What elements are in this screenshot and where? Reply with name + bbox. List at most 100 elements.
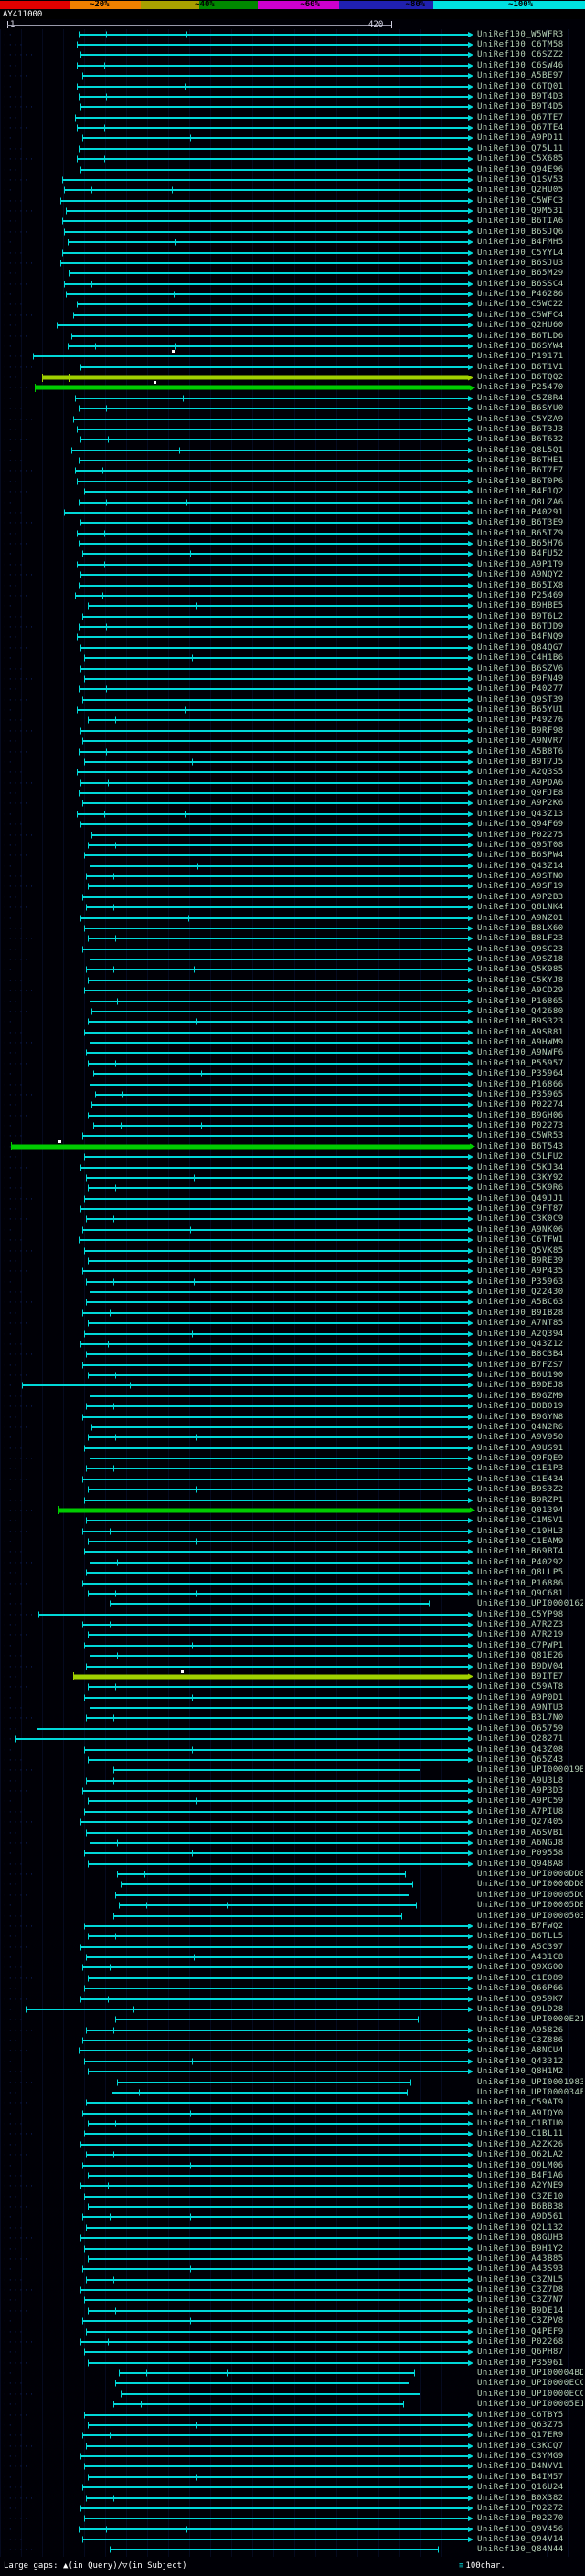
hit-bar[interactable] bbox=[82, 1580, 473, 1587]
hit-row[interactable]: ···· UniRef100_C6TFW1 bbox=[0, 1235, 585, 1246]
hit-row[interactable]: ···· UniRef100_A9NTU3 bbox=[0, 1702, 585, 1712]
hit-label[interactable]: UniRef100_Q5VK85 bbox=[477, 1246, 564, 1256]
hit-label[interactable]: UniRef100_A9P2B3 bbox=[477, 892, 564, 902]
hit-bar[interactable] bbox=[75, 467, 473, 474]
hit-bar[interactable] bbox=[86, 1049, 473, 1056]
hit-label[interactable]: UniRef100_A9NTU3 bbox=[477, 1703, 564, 1713]
hit-label[interactable]: UniRef100_B6T0P6 bbox=[477, 476, 564, 486]
hit-row[interactable]: ······ UniRef100_C5YP98 bbox=[0, 1609, 585, 1619]
hit-bar[interactable] bbox=[42, 373, 473, 382]
hit-row[interactable]: ···· UniRef100_Q43Z12 bbox=[0, 1339, 585, 1349]
hit-row[interactable]: ··· UniRef100_Q2HU60 bbox=[0, 321, 585, 331]
hit-label[interactable]: UniRef100_Q8H1M2 bbox=[477, 2067, 564, 2077]
hit-bar[interactable] bbox=[90, 1393, 473, 1400]
hit-row[interactable]: ···· UniRef100_A9STN0 bbox=[0, 871, 585, 881]
hit-label[interactable]: UniRef100_P49276 bbox=[477, 716, 564, 726]
hit-label[interactable]: UniRef100_Q9SC23 bbox=[477, 944, 564, 954]
hit-bar[interactable] bbox=[84, 675, 473, 683]
hit-row[interactable]: ······ UniRef100_P02268 bbox=[0, 2337, 585, 2347]
hit-label[interactable]: UniRef100_C5KJ34 bbox=[477, 1162, 564, 1172]
hit-bar[interactable] bbox=[84, 1330, 473, 1338]
hit-label[interactable]: UniRef100_B6T7E7 bbox=[477, 466, 564, 476]
hit-label[interactable]: UniRef100_P35961 bbox=[477, 2358, 564, 2368]
hit-label[interactable]: UniRef100_B6BB38 bbox=[477, 2202, 564, 2212]
hit-row[interactable]: ···· UniRef100_C5K9R6 bbox=[0, 1183, 585, 1193]
hit-label[interactable]: UniRef100_Q9FJE8 bbox=[477, 789, 564, 799]
hit-row[interactable]: ··· UniRef100_B6TIA6 bbox=[0, 217, 585, 227]
hit-label[interactable]: UniRef100_Q4N2R6 bbox=[477, 1422, 564, 1432]
hit-row[interactable]: ······ UniRef100_C5WFC4 bbox=[0, 310, 585, 320]
hit-row[interactable]: ······ UniRef100_B6T7E7 bbox=[0, 466, 585, 476]
hit-label[interactable]: UniRef100_C1BL11 bbox=[477, 2129, 564, 2139]
hit-bar[interactable] bbox=[82, 2536, 473, 2543]
hit-row[interactable]: ····· UniRef100_B4NVV1 bbox=[0, 2462, 585, 2472]
hit-bar[interactable] bbox=[77, 530, 473, 537]
hit-row[interactable]: ····· UniRef100_Q62LA2 bbox=[0, 2150, 585, 2160]
hit-bar[interactable] bbox=[35, 383, 475, 392]
hit-row[interactable]: ···· UniRef100_A9SR81 bbox=[0, 1027, 585, 1037]
hit-row[interactable]: ····· UniRef100_Q1SV53 bbox=[0, 175, 585, 185]
hit-row[interactable]: ······ UniRef100_A95826 bbox=[0, 2025, 585, 2035]
hit-bar[interactable] bbox=[77, 478, 473, 485]
hit-bar[interactable] bbox=[90, 1652, 473, 1659]
hit-row[interactable]: ···· UniRef100_Q8H1M2 bbox=[0, 2067, 585, 2077]
hit-label[interactable]: UniRef100_B9GH06 bbox=[477, 1110, 564, 1120]
hit-bar[interactable] bbox=[64, 509, 473, 516]
hit-row[interactable]: ·· UniRef100_A9NZ01 bbox=[0, 913, 585, 923]
hit-label[interactable]: UniRef100_B9RF98 bbox=[477, 726, 564, 736]
hit-label[interactable]: UniRef100_C19HL3 bbox=[477, 1526, 564, 1536]
hit-row[interactable]: ·· UniRef100_W5WFR3 bbox=[0, 29, 585, 39]
hit-label[interactable]: UniRef100_A9P3D3 bbox=[477, 1786, 564, 1797]
hit-row[interactable]: ······UniRef100_UPI0001983D4E bbox=[0, 2077, 585, 2087]
hit-row[interactable]: ······ UniRef100_P40292 bbox=[0, 1557, 585, 1567]
hit-row[interactable]: ···· UniRef100_Q948A8 bbox=[0, 1859, 585, 1869]
hit-label[interactable]: UniRef100_A6NGJ8 bbox=[477, 1838, 564, 1848]
hit-bar[interactable] bbox=[84, 1808, 473, 1816]
hit-row[interactable]: ······ UniRef100_B9FN49 bbox=[0, 673, 585, 684]
hit-bar[interactable] bbox=[88, 2422, 473, 2429]
hit-label[interactable]: UniRef100_P25470 bbox=[477, 383, 564, 393]
hit-row[interactable]: ·· UniRef100_B9DEJ8 bbox=[0, 1381, 585, 1391]
hit-bar[interactable] bbox=[86, 1777, 473, 1785]
hit-bar[interactable] bbox=[77, 41, 473, 48]
hit-label[interactable]: UniRef100_Q43Z13 bbox=[477, 809, 564, 819]
hit-label[interactable]: UniRef100_UPI0000DD8967 bbox=[477, 1870, 583, 1880]
hit-label[interactable]: UniRef100_C3K0C9 bbox=[477, 1214, 564, 1224]
hit-row[interactable]: ···· UniRef100_Q81E26 bbox=[0, 1651, 585, 1661]
hit-label[interactable]: UniRef100_Q8LZA6 bbox=[477, 497, 564, 507]
hit-bar[interactable] bbox=[119, 2369, 415, 2377]
hit-label[interactable]: UniRef100_Q9FQE9 bbox=[477, 1454, 564, 1464]
hit-label[interactable]: UniRef100_Q6PH87 bbox=[477, 2348, 564, 2358]
hit-label[interactable]: UniRef100_A9P0D1 bbox=[477, 1692, 564, 1702]
hit-row[interactable]: ····· UniRef100_B6U190 bbox=[0, 1370, 585, 1380]
hit-bar[interactable] bbox=[84, 654, 473, 662]
hit-bar[interactable] bbox=[80, 779, 473, 787]
hit-bar[interactable] bbox=[82, 1964, 473, 1971]
hit-bar[interactable] bbox=[91, 1008, 473, 1015]
hit-label[interactable]: UniRef100_C1BTU0 bbox=[477, 2119, 564, 2129]
hit-label[interactable]: UniRef100_C5YZA9 bbox=[477, 414, 564, 424]
hit-bar[interactable] bbox=[84, 2245, 473, 2253]
hit-label[interactable]: UniRef100_B6TLL5 bbox=[477, 1932, 564, 1942]
hit-bar[interactable] bbox=[79, 582, 473, 589]
hit-row[interactable]: ··· UniRef100_B9ITE7 bbox=[0, 1670, 585, 1681]
hit-label[interactable]: UniRef100_Q5K985 bbox=[477, 965, 564, 975]
hit-row[interactable]: ··· UniRef100_B9GYN8 bbox=[0, 1412, 585, 1422]
hit-label[interactable]: UniRef100_A9CD29 bbox=[477, 986, 564, 996]
hit-row[interactable]: ····· UniRef100_A7R219 bbox=[0, 1630, 585, 1640]
hit-bar[interactable] bbox=[64, 186, 473, 194]
hit-label[interactable]: UniRef100_P16886 bbox=[477, 1578, 564, 1588]
hit-row[interactable]: ···UniRef100_UPI000034F46B bbox=[0, 2087, 585, 2097]
hit-row[interactable]: ······ UniRef100_P35965 bbox=[0, 1089, 585, 1099]
hit-label[interactable]: UniRef100_Q94F69 bbox=[477, 820, 564, 830]
hit-label[interactable]: UniRef100_B6SJQ6 bbox=[477, 227, 564, 237]
hit-label[interactable]: UniRef100_C1E089 bbox=[477, 1973, 564, 1983]
hit-bar[interactable] bbox=[82, 894, 473, 901]
hit-bar[interactable] bbox=[88, 1184, 473, 1192]
hit-bar[interactable] bbox=[88, 977, 473, 984]
hit-row[interactable]: ·· UniRef100_Q5K985 bbox=[0, 965, 585, 975]
hit-bar[interactable] bbox=[90, 1704, 473, 1712]
hit-bar[interactable] bbox=[66, 291, 473, 298]
hit-row[interactable]: ·· UniRef100_A9V950 bbox=[0, 1433, 585, 1443]
hit-label[interactable]: UniRef100_B9DEJ8 bbox=[477, 1381, 564, 1391]
